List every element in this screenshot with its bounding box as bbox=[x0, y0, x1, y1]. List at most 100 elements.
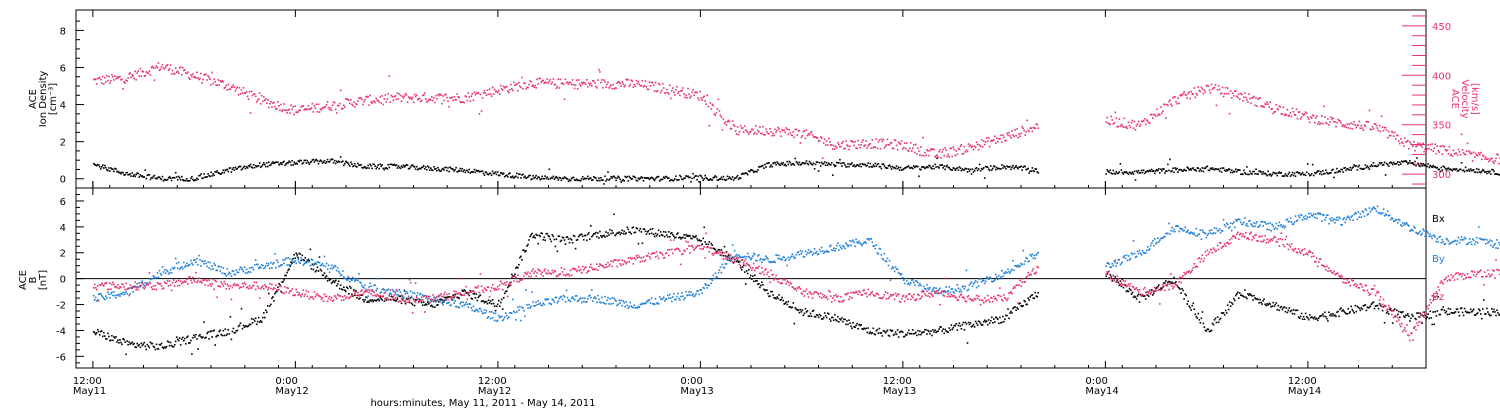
velocity-series-point bbox=[575, 85, 577, 87]
density-series-point bbox=[700, 175, 702, 177]
velocity-series-point bbox=[1398, 140, 1400, 142]
bx-series-point bbox=[897, 329, 899, 331]
by-series-point bbox=[164, 269, 166, 271]
velocity-series-point bbox=[875, 146, 877, 148]
bx-series-point bbox=[955, 325, 957, 327]
velocity-series-point bbox=[1416, 146, 1418, 148]
velocity-series-point bbox=[1109, 124, 1111, 126]
velocity-series-point bbox=[1475, 153, 1477, 155]
density-series-point bbox=[512, 176, 514, 178]
density-series-point bbox=[727, 176, 729, 178]
bx-series-point bbox=[620, 232, 622, 234]
density-series-point bbox=[112, 169, 114, 171]
bx-series-point bbox=[1409, 320, 1411, 322]
velocity-series-point bbox=[452, 100, 454, 102]
density-series-point bbox=[784, 164, 786, 166]
by-series-point bbox=[526, 304, 528, 306]
bx-series-point bbox=[842, 321, 844, 323]
by-series-point bbox=[211, 265, 213, 267]
velocity-series-point bbox=[1371, 129, 1373, 131]
velocity-series-point bbox=[510, 84, 512, 86]
bx-series-point bbox=[240, 322, 242, 324]
bx-series-point bbox=[541, 233, 543, 235]
by-series-point bbox=[357, 280, 359, 282]
bx-series-point bbox=[1382, 310, 1384, 312]
bx-series-point bbox=[493, 303, 495, 305]
by-series-point bbox=[230, 273, 232, 275]
velocity-series-point bbox=[556, 87, 558, 89]
velocity-series-point bbox=[1197, 94, 1199, 96]
velocity-series-point bbox=[1300, 118, 1302, 120]
velocity-series-point bbox=[145, 75, 147, 77]
velocity-series-point bbox=[1137, 123, 1139, 125]
density-series-point bbox=[303, 162, 305, 164]
density-series-point bbox=[305, 160, 307, 162]
density-series-point bbox=[1486, 173, 1488, 175]
density-series-point bbox=[1158, 168, 1160, 170]
velocity-series-point bbox=[258, 98, 260, 100]
bottom-y-tick-label: 4 bbox=[60, 223, 66, 234]
velocity-series-point bbox=[577, 88, 579, 90]
bx-series-point bbox=[782, 300, 784, 302]
velocity-series-point bbox=[762, 126, 764, 128]
density-series-point bbox=[1441, 167, 1443, 169]
velocity-series-point bbox=[1035, 128, 1037, 130]
by-series-point bbox=[558, 300, 560, 302]
density-series-point bbox=[397, 167, 399, 169]
bx-series-point bbox=[1387, 311, 1389, 313]
density-series-point bbox=[1128, 173, 1130, 175]
bx-series-point bbox=[547, 233, 549, 235]
bx-series-point bbox=[613, 214, 615, 216]
density-series-point bbox=[693, 177, 695, 179]
density-series-point bbox=[1012, 165, 1014, 167]
density-series-point bbox=[957, 167, 959, 169]
velocity-series-point bbox=[1171, 105, 1173, 107]
by-series-point bbox=[294, 260, 296, 262]
bx-series-point bbox=[553, 236, 555, 238]
velocity-series-point bbox=[277, 101, 279, 103]
density-series-point bbox=[541, 176, 543, 178]
velocity-series-point bbox=[470, 100, 472, 102]
velocity-series-point bbox=[191, 76, 193, 78]
velocity-series-point bbox=[557, 86, 559, 88]
velocity-series-point bbox=[1369, 110, 1371, 112]
bx-series-point bbox=[739, 261, 741, 263]
velocity-series-point bbox=[279, 110, 281, 112]
velocity-series-point bbox=[137, 70, 139, 72]
bx-series-point bbox=[592, 235, 594, 237]
velocity-series-point bbox=[720, 115, 722, 117]
bx-series-point bbox=[501, 299, 503, 301]
bx-series-point bbox=[1132, 292, 1134, 294]
velocity-series-point bbox=[396, 99, 398, 101]
density-series-point bbox=[1302, 172, 1304, 174]
density-series-point bbox=[1477, 172, 1479, 174]
bx-series-point bbox=[502, 308, 504, 310]
bx-series-point bbox=[1267, 304, 1269, 306]
velocity-series-point bbox=[1477, 155, 1479, 157]
density-series-point bbox=[1174, 167, 1176, 169]
by-series-point bbox=[335, 266, 337, 268]
bx-series-point bbox=[644, 228, 646, 230]
velocity-series-point bbox=[1157, 115, 1159, 117]
by-series-point bbox=[277, 262, 279, 264]
bx-series-point bbox=[354, 295, 356, 297]
density-series-point bbox=[252, 167, 254, 169]
bx-series-point bbox=[1227, 304, 1229, 306]
bx-series-point bbox=[841, 317, 843, 319]
velocity-series-point bbox=[494, 89, 496, 91]
velocity-series-point bbox=[540, 82, 542, 84]
velocity-series-point bbox=[344, 106, 346, 108]
by-series-point bbox=[471, 307, 473, 309]
velocity-series-point bbox=[548, 82, 550, 84]
density-series-point bbox=[1321, 174, 1323, 176]
x-tick-date-label: May12 bbox=[478, 386, 511, 397]
density-series-point bbox=[491, 175, 493, 177]
velocity-series-point bbox=[1361, 125, 1363, 127]
velocity-series-point bbox=[737, 126, 739, 128]
by-series-point bbox=[615, 300, 617, 302]
velocity-series-point bbox=[1145, 124, 1147, 126]
density-series-point bbox=[244, 166, 246, 168]
density-series-point bbox=[912, 168, 914, 170]
density-series-point bbox=[1109, 170, 1111, 172]
velocity-series-point bbox=[786, 129, 788, 131]
